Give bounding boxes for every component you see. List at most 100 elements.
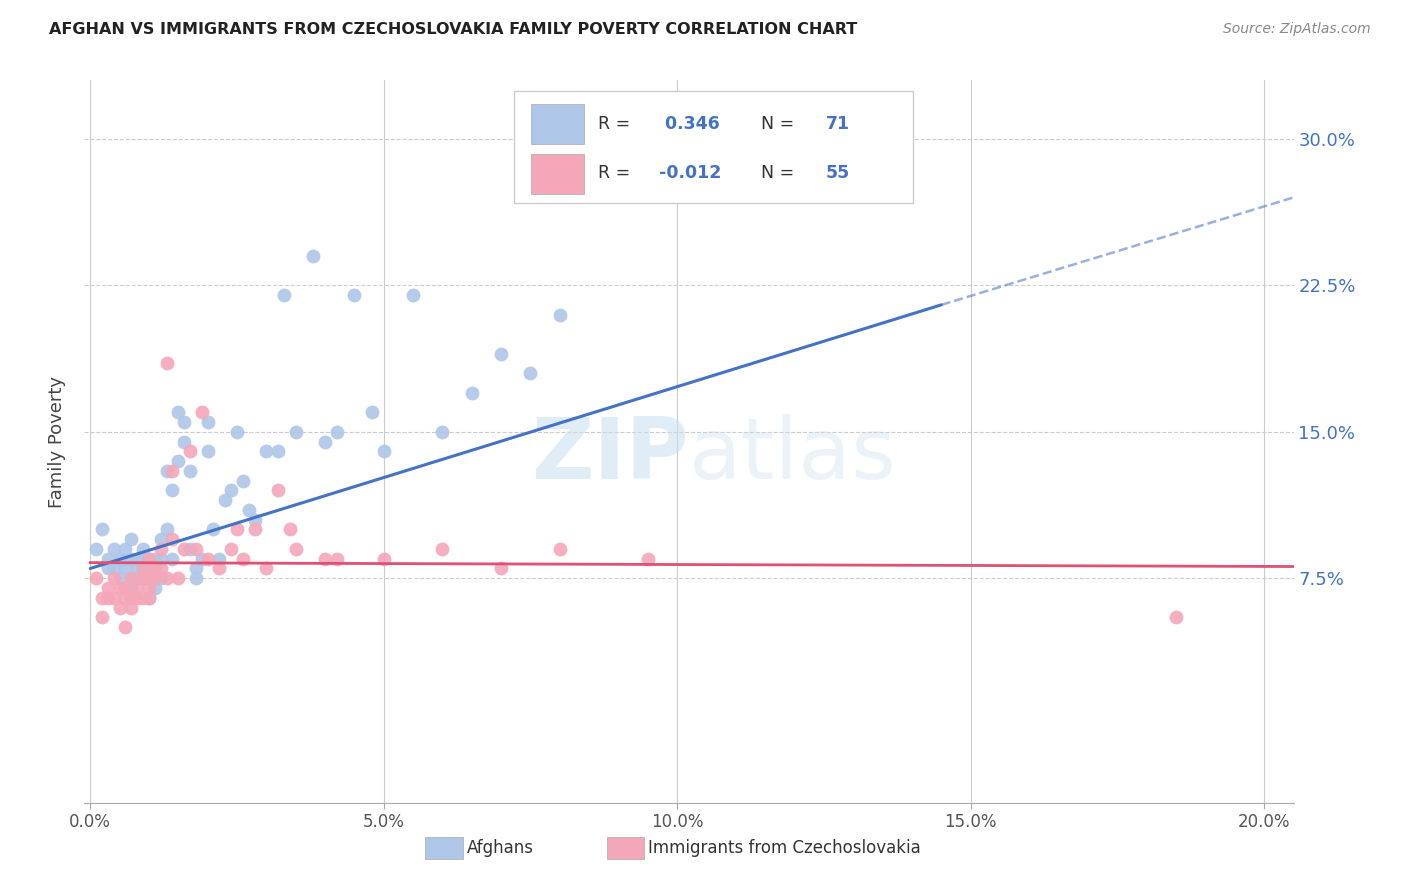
Point [184, 541, 207, 556]
Point [103, 541, 125, 556]
Point [232, 474, 254, 488]
Point [138, 551, 160, 566]
Point [278, 523, 301, 537]
Point [127, 551, 149, 566]
Point [314, 551, 336, 566]
Point [167, 454, 190, 468]
Point [103, 561, 125, 575]
Point [548, 308, 571, 322]
Point [214, 493, 236, 508]
Point [184, 571, 207, 585]
Point [132, 551, 155, 566]
Point [132, 561, 155, 575]
Point [373, 444, 395, 458]
Text: 55: 55 [825, 164, 849, 182]
FancyBboxPatch shape [426, 837, 463, 859]
Point [132, 591, 155, 605]
Point [138, 591, 160, 605]
Point [138, 551, 160, 566]
Point [155, 464, 177, 478]
Point [519, 366, 541, 380]
Point [114, 591, 136, 605]
FancyBboxPatch shape [513, 91, 912, 203]
Point [143, 571, 166, 585]
Text: AFGHAN VS IMMIGRANTS FROM CZECHOSLOVAKIA FAMILY POVERTY CORRELATION CHART: AFGHAN VS IMMIGRANTS FROM CZECHOSLOVAKIA… [49, 22, 858, 37]
Point [314, 434, 336, 449]
Point [97, 561, 120, 575]
Point [432, 541, 454, 556]
Point [162, 532, 184, 546]
Point [173, 541, 195, 556]
Point [202, 523, 225, 537]
Point [361, 405, 384, 419]
Point [143, 581, 166, 595]
Point [97, 581, 120, 595]
Point [226, 425, 249, 439]
Point [132, 571, 155, 585]
Point [143, 551, 166, 566]
Point [179, 444, 201, 458]
Point [91, 610, 114, 624]
Point [273, 288, 295, 302]
Point [120, 591, 142, 605]
Point [103, 591, 125, 605]
FancyBboxPatch shape [607, 837, 644, 859]
Point [402, 288, 425, 302]
Point [432, 425, 454, 439]
Point [114, 561, 136, 575]
Point [155, 571, 177, 585]
Point [179, 464, 201, 478]
Text: atlas: atlas [689, 415, 897, 498]
Point [91, 591, 114, 605]
Point [91, 523, 114, 537]
Point [138, 591, 160, 605]
Point [127, 591, 149, 605]
Point [173, 434, 195, 449]
Point [190, 405, 212, 419]
Point [149, 571, 172, 585]
Point [243, 513, 266, 527]
Point [162, 464, 184, 478]
Point [138, 571, 160, 585]
Point [143, 571, 166, 585]
Point [637, 551, 659, 566]
Point [190, 551, 212, 566]
Point [114, 551, 136, 566]
Point [132, 541, 155, 556]
Point [302, 249, 325, 263]
Point [114, 541, 136, 556]
Point [162, 483, 184, 498]
Point [138, 571, 160, 585]
Point [197, 551, 219, 566]
Text: -0.012: -0.012 [659, 164, 721, 182]
Text: N =: N = [762, 164, 800, 182]
Point [114, 620, 136, 634]
Point [143, 561, 166, 575]
Point [232, 551, 254, 566]
Point [243, 523, 266, 537]
Point [132, 561, 155, 575]
FancyBboxPatch shape [530, 103, 583, 144]
Point [219, 541, 242, 556]
Text: R =: R = [599, 115, 636, 133]
Point [138, 561, 160, 575]
Point [254, 561, 277, 575]
Point [155, 523, 177, 537]
Point [162, 551, 184, 566]
Point [127, 581, 149, 595]
Point [208, 561, 231, 575]
Point [167, 405, 190, 419]
Point [84, 571, 107, 585]
Point [489, 561, 512, 575]
Point [149, 561, 172, 575]
Point [97, 591, 120, 605]
Point [197, 444, 219, 458]
Point [108, 581, 131, 595]
Point [284, 541, 307, 556]
Point [326, 425, 349, 439]
Point [267, 483, 290, 498]
Point [120, 581, 142, 595]
Point [184, 561, 207, 575]
Text: 0.346: 0.346 [659, 115, 720, 133]
Point [120, 600, 142, 615]
